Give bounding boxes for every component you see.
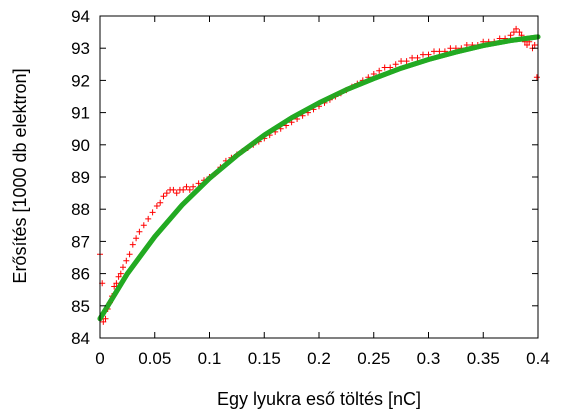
x-axis-title: Egy lyukra eső töltés [nC] xyxy=(217,389,421,409)
y-tick-label: 89 xyxy=(71,168,90,187)
data-point xyxy=(510,29,517,36)
y-tick-label: 87 xyxy=(71,232,90,251)
data-point xyxy=(409,54,416,61)
data-point xyxy=(387,64,394,71)
data-point xyxy=(524,42,530,48)
data-point xyxy=(129,241,136,248)
data-point xyxy=(136,228,143,235)
data-point xyxy=(376,67,383,74)
data-point xyxy=(513,25,520,32)
data-point xyxy=(120,264,126,271)
data-point xyxy=(186,186,193,193)
x-tick-label: 0.15 xyxy=(248,349,281,368)
y-tick-label: 92 xyxy=(71,71,90,90)
data-point xyxy=(163,190,170,197)
data-point xyxy=(149,209,156,216)
data-point xyxy=(157,199,164,206)
fit-line-overlay xyxy=(97,34,541,322)
y-tick-label: 86 xyxy=(71,265,90,284)
data-point xyxy=(123,257,130,264)
data-point xyxy=(126,251,133,258)
data-point xyxy=(195,180,202,187)
data-point xyxy=(170,186,177,193)
scatter-series xyxy=(97,25,540,325)
data-point xyxy=(507,32,514,39)
axis-ticks: 0 0.05 0.1 0.15 0.2 0.25 0.3 0.35 0.4 84 85 86 87 88 8… xyxy=(71,7,550,368)
data-point xyxy=(420,51,426,58)
x-tick-label: 0.1 xyxy=(198,349,222,368)
x-tick-label: 0.2 xyxy=(307,349,331,368)
x-tick-label: 0.25 xyxy=(357,349,390,368)
x-tick-label: 0 xyxy=(95,349,104,368)
data-point xyxy=(381,64,388,71)
data-point xyxy=(398,58,405,65)
data-point xyxy=(160,193,167,200)
data-point xyxy=(113,280,120,287)
data-point xyxy=(425,51,432,58)
y-tick-label: 85 xyxy=(71,297,90,316)
data-point xyxy=(117,270,124,277)
data-point xyxy=(145,215,152,222)
data-point xyxy=(115,273,122,280)
data-point xyxy=(173,190,180,197)
x-tick-label: 0.05 xyxy=(138,349,171,368)
data-point xyxy=(436,48,443,55)
data-point xyxy=(133,235,140,242)
data-point xyxy=(414,54,421,61)
y-tick-label: 90 xyxy=(71,136,90,155)
data-point xyxy=(447,45,454,52)
y-tick-label: 91 xyxy=(71,104,90,123)
y-tick-label: 88 xyxy=(71,200,90,219)
data-point xyxy=(516,29,523,36)
data-point xyxy=(140,222,147,229)
data-point xyxy=(180,186,187,193)
y-tick-label: 94 xyxy=(71,7,90,26)
x-tick-label: 0.3 xyxy=(417,349,441,368)
x-tick-label: 0.35 xyxy=(467,349,500,368)
data-point xyxy=(111,283,118,290)
data-point xyxy=(431,48,437,55)
plot-content xyxy=(97,25,541,325)
y-tick-label: 93 xyxy=(71,39,90,58)
data-point xyxy=(190,183,197,190)
y-tick-label: 84 xyxy=(71,329,90,348)
data-point xyxy=(100,318,107,325)
data-point xyxy=(392,61,399,68)
data-point xyxy=(403,58,410,65)
data-point xyxy=(531,42,538,48)
fit-line xyxy=(97,34,541,322)
plot-frame xyxy=(99,15,539,339)
data-point xyxy=(102,315,109,322)
data-point xyxy=(153,203,160,209)
data-point xyxy=(183,183,190,190)
x-tick-label: 0.4 xyxy=(526,349,550,368)
data-point xyxy=(533,74,540,81)
y-axis-title: Erősítés [1000 db elektron] xyxy=(10,68,30,283)
